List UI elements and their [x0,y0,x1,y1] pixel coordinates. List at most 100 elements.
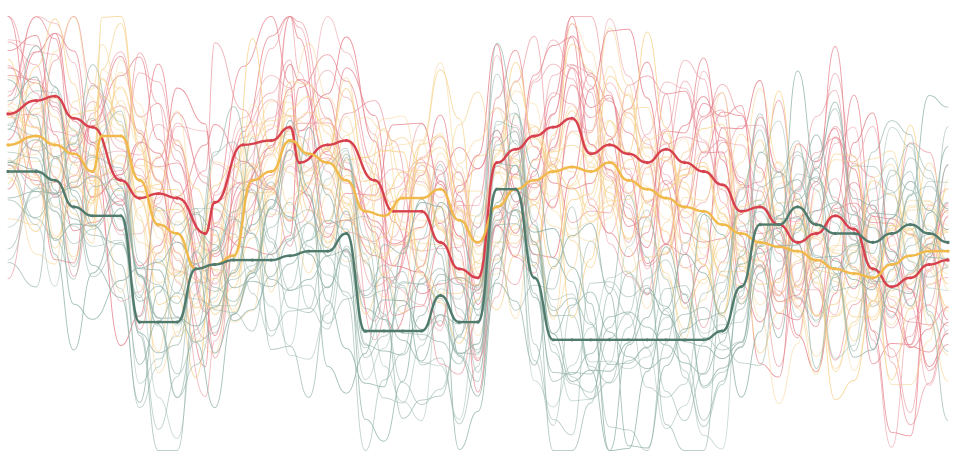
red-series-point [608,143,612,147]
red-series-point [814,231,819,236]
red-series-point [551,125,555,129]
red-variant-line [7,15,949,448]
orange-series-point [100,134,104,138]
red-series-point [683,161,687,165]
red-series-point [34,99,38,103]
orange-series-point [232,254,236,258]
red-series-point [927,262,931,267]
green-series-point [739,285,743,289]
red-series-point [739,209,743,213]
green-series-point [908,223,913,227]
green-series-point [927,231,931,236]
green-series-point [551,338,555,342]
red-series-point [890,285,894,289]
green-series-point [6,169,10,174]
green-series-point [570,338,574,342]
green-series-point [476,320,480,324]
orange-variant-line [7,18,949,381]
orange-series-point [908,254,913,258]
orange-series-point [702,209,706,213]
red-series-point [119,178,123,182]
red-series-point [288,125,292,129]
green-variant-line [7,151,949,384]
red-series-point [91,125,95,129]
green-series-point [250,258,254,262]
green-series-point [796,205,800,209]
green-series-point [138,320,142,324]
green-series-point [702,338,706,342]
red-variant-line [7,28,949,373]
red-series-point [241,143,245,147]
red-series-point [852,227,856,231]
orange-series-point [608,161,612,165]
green-series-point [119,214,123,218]
green-series-point [34,169,38,174]
red-series-point [344,138,348,143]
orange-series-point [344,178,348,182]
red-series-point [495,161,499,165]
red-series-point [664,147,668,151]
red-series-point [175,196,179,200]
red-series-point [138,196,142,200]
green-series-point [758,223,762,227]
emphasis-lines [6,94,950,342]
orange-series-point [401,196,405,200]
orange-series-point [53,143,57,147]
red-series-point [53,94,57,98]
green-series-point [890,231,894,236]
green-series-point [175,320,179,324]
green-series-point [307,249,311,253]
orange-series-point [363,209,367,213]
red-series-point [476,276,480,280]
orange-variant-line [7,43,949,374]
orange-series-point [683,205,687,209]
green-series-point [72,205,76,209]
red-series-point [871,267,875,271]
red-variant-line [7,59,949,361]
red-series-point [833,214,837,218]
orange-series-point [91,169,95,174]
green-series-point [532,276,537,280]
orange-series-point [814,258,819,262]
orange-series-point [138,178,142,182]
green-series-point [53,178,57,182]
orange-series-point [739,231,743,236]
orange-series-point [72,152,76,156]
orange-series-point [119,134,123,138]
orange-series-point [852,271,856,275]
orange-series-point [758,240,762,244]
green-variant-line [7,131,949,421]
green-series-point [194,267,198,271]
orange-variant-line [7,69,949,369]
green-series-point [608,338,612,342]
orange-variant-line [7,59,949,371]
green-series-point [814,223,819,227]
orange-series-point [570,165,574,169]
green-series-point [213,262,217,267]
orange-series-point [589,169,593,174]
orange-series-point [551,169,555,174]
red-series-point [532,134,537,138]
orange-series-point [175,231,179,236]
red-series-point [457,267,461,271]
red-series-point [373,178,377,182]
green-variant-line [7,73,949,436]
red-series-point [570,116,574,120]
red-series-point [420,209,424,213]
background-lines [7,15,949,452]
green-series-point [645,338,649,342]
orange-series-point [6,143,10,147]
green-series-point [589,338,593,342]
green-series-point [344,231,348,236]
orange-series-point [250,178,254,182]
orange-series-point [269,169,273,174]
green-series-point [401,329,405,333]
orange-series-point [720,223,725,227]
red-series-point [213,200,217,205]
orange-series-point [34,134,38,138]
red-series-point [720,183,725,187]
red-variant-line [7,39,949,346]
red-series-point [72,116,76,120]
